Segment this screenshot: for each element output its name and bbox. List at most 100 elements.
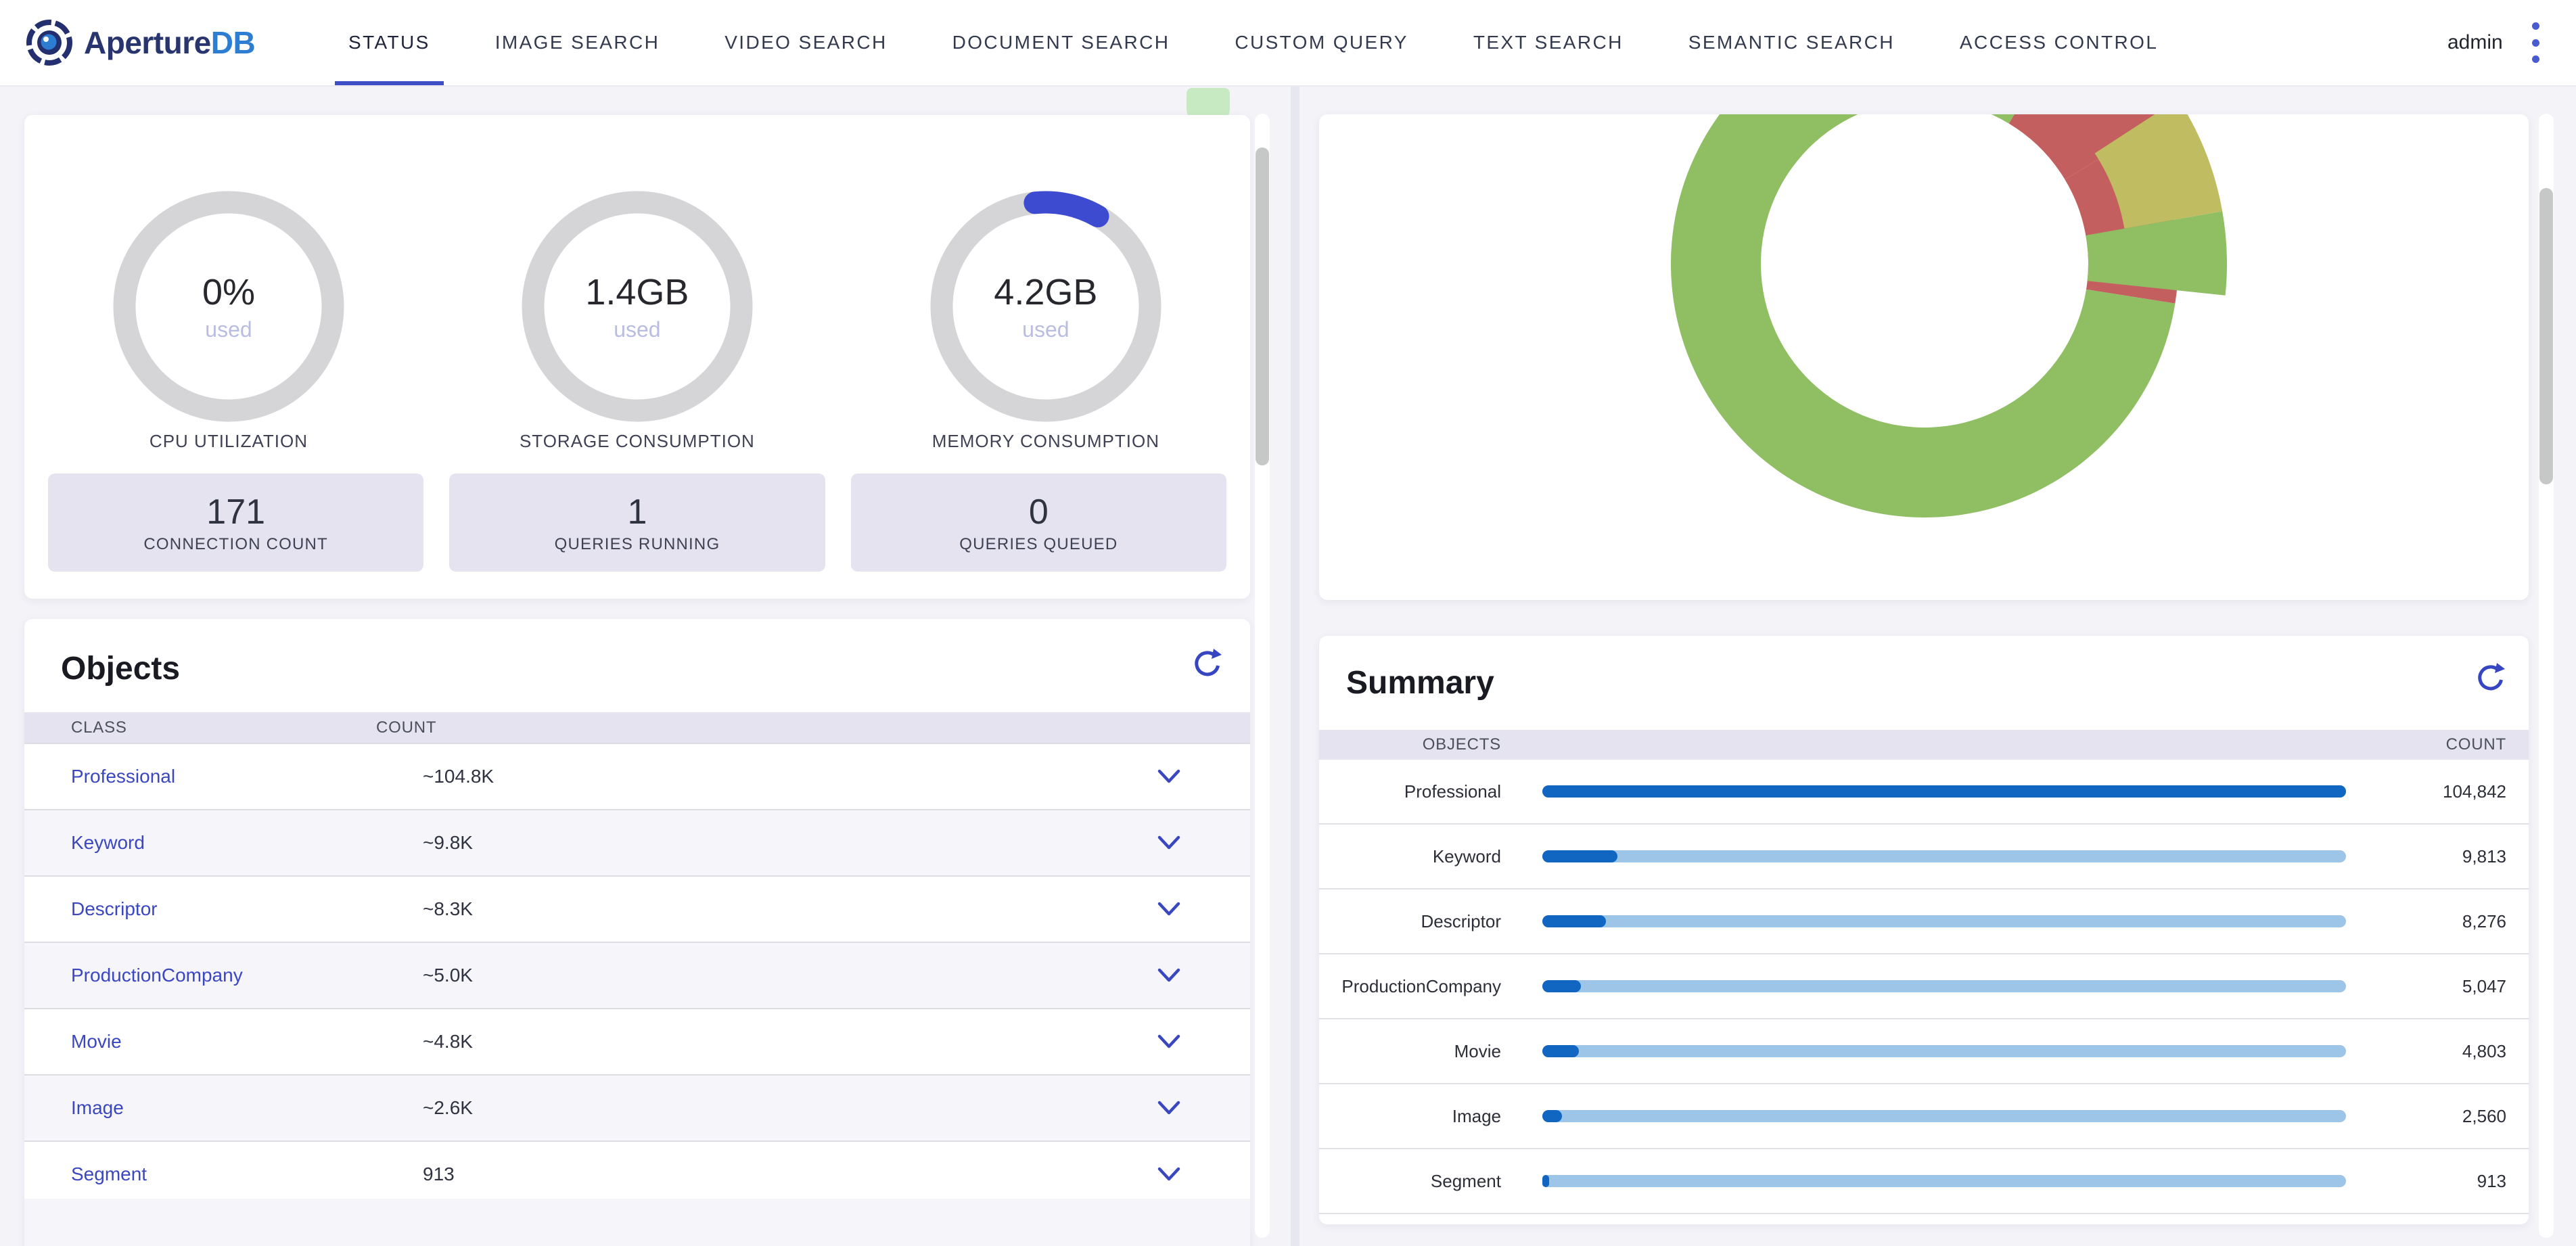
summary-row-label: Movie — [1454, 1040, 1501, 1061]
kebab-menu-icon[interactable] — [2529, 22, 2542, 63]
summary-row-count: 2,560 — [2462, 1105, 2506, 1126]
objects-panel-title: Objects — [61, 651, 181, 687]
summary-row-label: Segment — [1430, 1170, 1501, 1191]
top-nav-bar: ApertureDB STATUS IMAGE SEARCH VIDEO SEARC… — [0, 0, 2576, 87]
gauge-ring-svg — [113, 191, 344, 422]
column-header-count: COUNT — [2445, 735, 2506, 754]
gauge-caption: CPU UTILIZATION — [149, 431, 308, 451]
summary-row-label: Keyword — [1432, 846, 1501, 867]
table-row-professional: Professional ~104.8K — [24, 744, 1250, 810]
gauge-value: 1.4GB — [585, 272, 689, 313]
gauge-ring: 0% used — [107, 185, 350, 428]
class-count: ~104.8K — [423, 766, 495, 787]
stat-box-queries-running: 1 QUERIES RUNNING — [449, 474, 825, 572]
objects-card: Objects CLASS COUNT Professional ~104.8K K… — [24, 619, 1250, 1246]
table-row-movie: Movie ~4.8K — [24, 1009, 1250, 1076]
gauge-ring: 4.2GB used — [924, 185, 1168, 428]
chevron-down-icon[interactable] — [1157, 1100, 1181, 1116]
bar-fill — [1542, 915, 1606, 927]
stat-boxes: 171 CONNECTION COUNT 1 QUERIES RUNNING 0 QUER… — [48, 474, 1226, 572]
summary-row-descriptor: Descriptor 8,276 — [1319, 890, 2529, 954]
chevron-down-icon[interactable] — [1157, 768, 1181, 785]
gauge-memory-consumption: 4.2GB used MEMORY CONSUMPTION — [842, 115, 1250, 452]
chevron-down-icon[interactable] — [1157, 967, 1181, 984]
summary-row-keyword: Keyword 9,813 — [1319, 825, 2529, 890]
chevron-down-icon[interactable] — [1157, 901, 1181, 917]
stat-label: QUERIES QUEUED — [959, 534, 1118, 553]
left-scrollbar-track[interactable] — [1255, 114, 1270, 1238]
table-row-image: Image ~2.6K — [24, 1076, 1250, 1142]
summary-table-header: OBJECTS COUNT — [1319, 730, 2529, 760]
bar-track — [1542, 1045, 2346, 1057]
summary-row-count: 9,813 — [2462, 846, 2506, 867]
summary-row-count: 5,047 — [2462, 975, 2506, 996]
chevron-down-icon[interactable] — [1157, 1034, 1181, 1050]
bar-track — [1542, 980, 2346, 992]
bar-fill — [1542, 1110, 1562, 1122]
tab-status[interactable]: STATUS — [335, 0, 444, 85]
stat-label: CONNECTION COUNT — [143, 534, 328, 553]
kebab-dot — [2531, 55, 2539, 63]
bar-fill — [1542, 785, 2346, 798]
bar-fill — [1542, 1045, 1579, 1057]
refresh-icon[interactable] — [2474, 662, 2505, 693]
summary-row-label: Image — [1452, 1105, 1501, 1126]
gauge-ring-svg — [930, 191, 1162, 422]
summary-table-body: Professional 104,842 Keyword 9,813 Descripto… — [1319, 760, 2529, 1214]
summary-row-image: Image 2,560 — [1319, 1084, 2529, 1149]
tab-semantic-search[interactable]: SEMANTIC SEARCH — [1688, 32, 1895, 53]
summary-row-label: Descriptor — [1421, 910, 1501, 931]
bar-track — [1542, 915, 2346, 927]
class-count: ~8.3K — [423, 898, 473, 919]
class-link[interactable]: Segment — [71, 1163, 147, 1184]
professional-slice — [1671, 114, 2176, 517]
page-scrollbar-track[interactable] — [2539, 114, 2554, 1238]
class-link[interactable]: Keyword — [71, 832, 145, 853]
tab-access-control[interactable]: ACCESS CONTROL — [1959, 32, 2159, 53]
app-logo[interactable]: ApertureDB — [26, 0, 256, 85]
class-link[interactable]: ProductionCompany — [71, 965, 243, 986]
outer-green-slice — [2086, 211, 2227, 296]
chevron-down-icon[interactable] — [1157, 835, 1181, 851]
tab-video-search[interactable]: VIDEO SEARCH — [724, 32, 888, 53]
descriptor-slice — [2094, 114, 2223, 229]
nav-tabs: STATUS IMAGE SEARCH VIDEO SEARCH DOCUMENT S… — [335, 0, 2171, 85]
page-scrollbar-thumb[interactable] — [2539, 188, 2553, 484]
bar-track — [1542, 1175, 2346, 1187]
column-header-class: CLASS — [71, 718, 127, 737]
summary-row-count: 8,276 — [2462, 910, 2506, 931]
summary-row-professional: Professional 104,842 — [1319, 760, 2529, 825]
kebab-dot — [2531, 22, 2539, 30]
class-link[interactable]: Movie — [71, 1031, 122, 1052]
column-header-count: COUNT — [376, 718, 437, 737]
tab-image-search[interactable]: IMAGE SEARCH — [495, 32, 660, 53]
objects-donut-chart — [1671, 114, 2227, 517]
stat-value: 1 — [627, 492, 647, 532]
summary-row-count: 4,803 — [2462, 1040, 2506, 1061]
chevron-down-icon[interactable] — [1157, 1166, 1181, 1182]
gauge-group: 0% used CPU UTILIZATION 1.4GB used STORAGE CO… — [24, 115, 1250, 452]
user-menu-label[interactable]: admin — [2447, 31, 2503, 53]
class-link[interactable]: Image — [71, 1097, 124, 1118]
aperture-logo-icon — [26, 20, 72, 66]
class-link[interactable]: Professional — [71, 766, 176, 787]
right-scroll-region: Summary OBJECTS COUNT Professional 104,84… — [1300, 85, 2576, 1246]
metrics-card: 0% used CPU UTILIZATION 1.4GB used STORAGE CO… — [24, 115, 1250, 599]
gauge-storage-consumption: 1.4GB used STORAGE CONSUMPTION — [433, 115, 842, 452]
bar-track — [1542, 850, 2346, 862]
summary-row-productioncompany: ProductionCompany 5,047 — [1319, 954, 2529, 1019]
summary-row-count: 913 — [2477, 1170, 2506, 1191]
summary-card: Summary OBJECTS COUNT Professional 104,84… — [1319, 636, 2529, 1224]
tab-text-search[interactable]: TEXT SEARCH — [1473, 32, 1624, 53]
gauge-caption: MEMORY CONSUMPTION — [932, 431, 1159, 451]
summary-row-label: Professional — [1404, 781, 1501, 802]
objects-next-row-sliver — [24, 1199, 1250, 1246]
donut-chart-card — [1319, 114, 2529, 600]
column-divider — [1291, 85, 1300, 1246]
refresh-icon[interactable] — [1191, 647, 1222, 678]
left-scrollbar-thumb[interactable] — [1256, 147, 1269, 465]
tab-document-search[interactable]: DOCUMENT SEARCH — [952, 32, 1170, 53]
tab-custom-query[interactable]: CUSTOM QUERY — [1235, 32, 1408, 53]
class-link[interactable]: Descriptor — [71, 898, 158, 919]
